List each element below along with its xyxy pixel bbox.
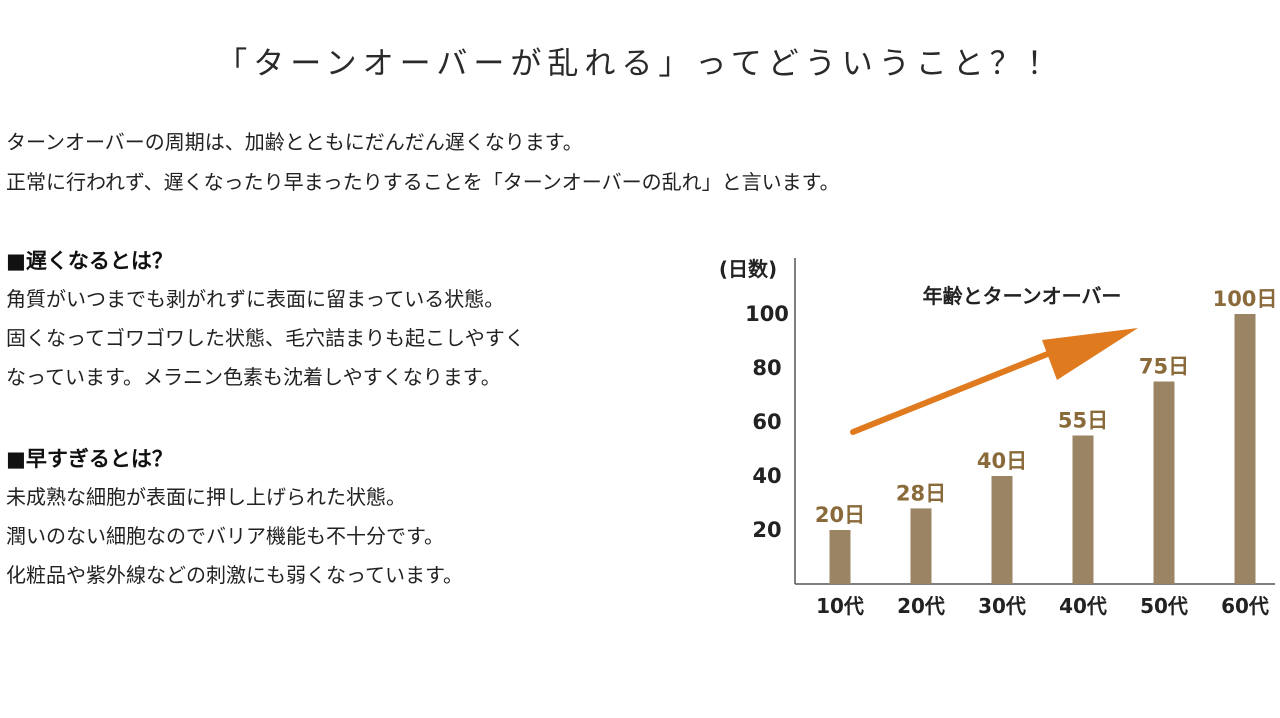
intro-line: 正常に行われず、遅くなったり早まったりすることを「ターンオーバーの乱れ」と言いま… — [6, 170, 840, 194]
y-tick-label: 100 — [745, 302, 789, 326]
x-tick-label: 40代 — [1059, 594, 1107, 618]
y-tick-label: 80 — [752, 356, 781, 380]
fast-line: 潤いのない細胞なのでバリア機能も不十分です。 — [6, 524, 444, 548]
bar — [991, 476, 1013, 584]
chart-title: 年齢とターンオーバー — [923, 284, 1122, 308]
data-label: 100日 — [1213, 287, 1278, 311]
slow-line: 固くなってゴワゴワした状態、毛穴詰まりも起こしやすく — [6, 326, 525, 350]
intro-text: ターンオーバーの周期は、加齢とともにだんだん遅くなります。 正常に行われず、遅く… — [6, 122, 1206, 202]
bar — [910, 508, 932, 584]
data-label: 55日 — [1058, 409, 1108, 433]
y-tick-label: 20 — [752, 518, 781, 542]
y-axis-label: (日数) — [719, 257, 777, 281]
trend-arrow-shaft — [850, 340, 1078, 435]
slow-heading: ■遅くなるとは？ — [6, 249, 173, 273]
data-label: 75日 — [1139, 355, 1189, 379]
chart-bars — [829, 314, 1256, 584]
data-label: 40日 — [977, 449, 1027, 473]
bar — [1072, 435, 1094, 584]
bar — [829, 530, 851, 584]
x-tick-label: 10代 — [816, 594, 864, 618]
y-tick-label: 60 — [752, 410, 781, 434]
fast-heading: ■早すぎるとは？ — [6, 447, 173, 471]
intro-line: ターンオーバーの周期は、加齢とともにだんだん遅くなります。 — [6, 130, 583, 154]
chart-svg: (日数) 20 40 60 80 100 年齢とターンオーバー 20日 10代 28日 20代 40日… — [719, 257, 1278, 618]
page-title: 「ターンオーバーが乱れる」ってどういうこと？！ — [216, 46, 1064, 82]
data-label: 20日 — [815, 503, 865, 527]
x-tick-label: 50代 — [1140, 594, 1188, 618]
fast-section: ■早すぎるとは？ 未成熟な細胞が表面に押し上げられた状態。 潤いのない細胞なので… — [6, 440, 686, 595]
bar — [1153, 381, 1175, 584]
trend-arrow — [850, 328, 1138, 435]
slow-line: 角質がいつまでも剥がれずに表面に留まっている状態。 — [6, 287, 505, 311]
x-tick-label: 20代 — [897, 594, 945, 618]
slow-line: なっています。メラニン色素も沈着しやすくなります。 — [6, 365, 501, 389]
fast-line: 化粧品や紫外線などの刺激にも弱くなっています。 — [6, 563, 463, 587]
data-label: 28日 — [896, 481, 946, 505]
chart-text: (日数) 20 40 60 80 100 年齢とターンオーバー 20日 10代 28日 20代 40日… — [719, 257, 1278, 618]
chart-axes — [794, 258, 1275, 585]
fast-line: 未成熟な細胞が表面に押し上げられた状態。 — [6, 485, 406, 509]
turnover-chart: (日数) 20 40 60 80 100 年齢とターンオーバー 20日 10代 28日 20代 40日… — [700, 250, 1280, 630]
bar — [1234, 314, 1256, 584]
trend-arrow-head — [1042, 328, 1138, 380]
slow-section: ■遅くなるとは？ 角質がいつまでも剥がれずに表面に留まっている状態。 固くなって… — [6, 242, 686, 397]
y-tick-label: 40 — [752, 464, 781, 488]
x-tick-label: 60代 — [1221, 594, 1269, 618]
x-tick-label: 30代 — [978, 594, 1026, 618]
